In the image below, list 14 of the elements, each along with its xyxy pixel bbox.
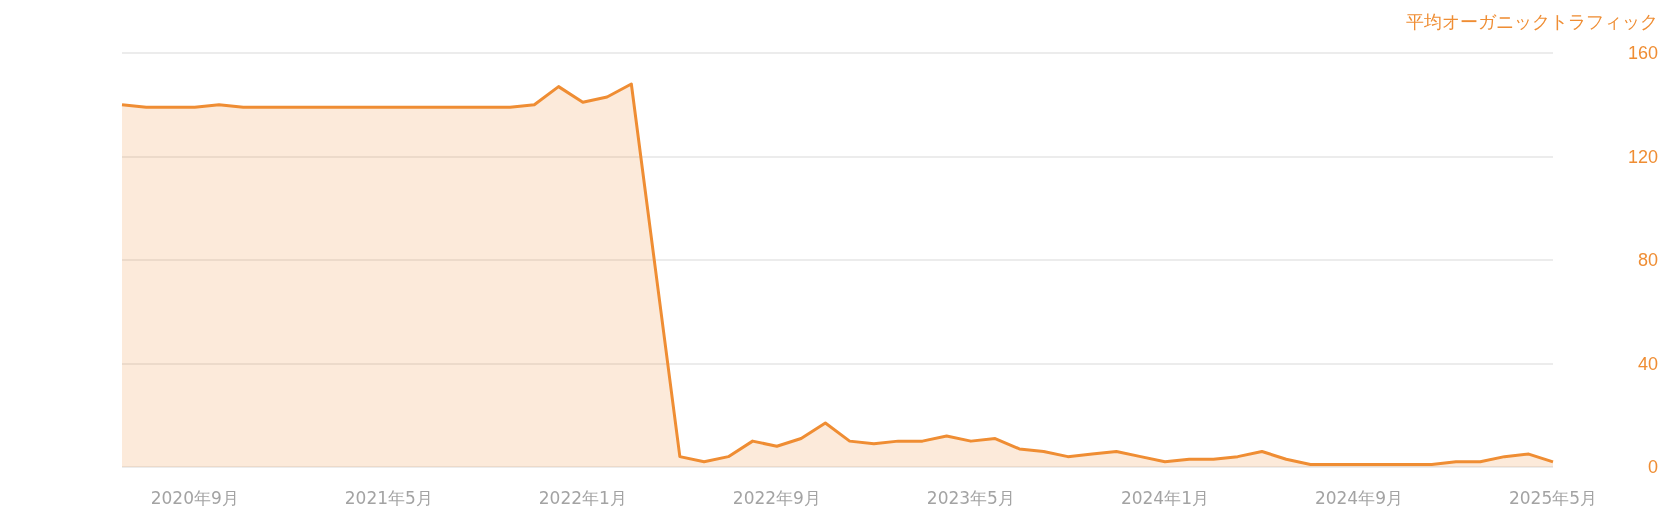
x-tick-label: 2024年9月 (1314, 487, 1404, 508)
y-tick-label: 160 (1627, 43, 1658, 63)
y-tick-label: 40 (1637, 353, 1658, 374)
x-tick-label: 2021年5月 (344, 487, 433, 508)
x-tick-label: 2024年1月 (1120, 487, 1209, 508)
x-tick-label: 2022年9月 (732, 487, 821, 508)
x-tick-label: 2025年5月 (1508, 487, 1598, 508)
x-tick-label: 2023年5月 (926, 487, 1015, 508)
y-tick-label: 120 (1627, 146, 1658, 167)
x-tick-label: 2020年9月 (150, 487, 239, 508)
x-tick-label: 2022年1月 (538, 487, 627, 508)
y-tick-label: 80 (1637, 250, 1658, 270)
y-axis-title: 平均オーガニックトラフィック (1406, 10, 1658, 32)
y-tick-label: 0 (1647, 457, 1658, 477)
